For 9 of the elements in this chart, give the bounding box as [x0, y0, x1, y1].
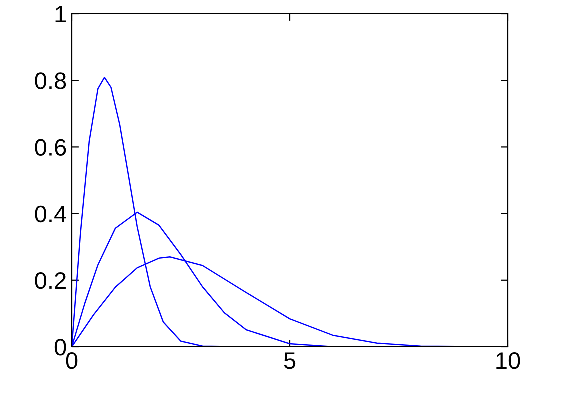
- y-tick-label: 1: [56, 6, 66, 23]
- y-tick-label: 0.6: [35, 139, 66, 156]
- y-tick-label: 0.8: [35, 72, 66, 90]
- x-tick-label: 10: [496, 352, 520, 370]
- y-tick-label: 0.2: [35, 272, 66, 290]
- x-tick-label: 5: [284, 352, 296, 370]
- y-tick-label: 0.4: [35, 206, 66, 223]
- x-tick-label: 0: [66, 352, 78, 370]
- y-tick-label: 0: [54, 339, 66, 356]
